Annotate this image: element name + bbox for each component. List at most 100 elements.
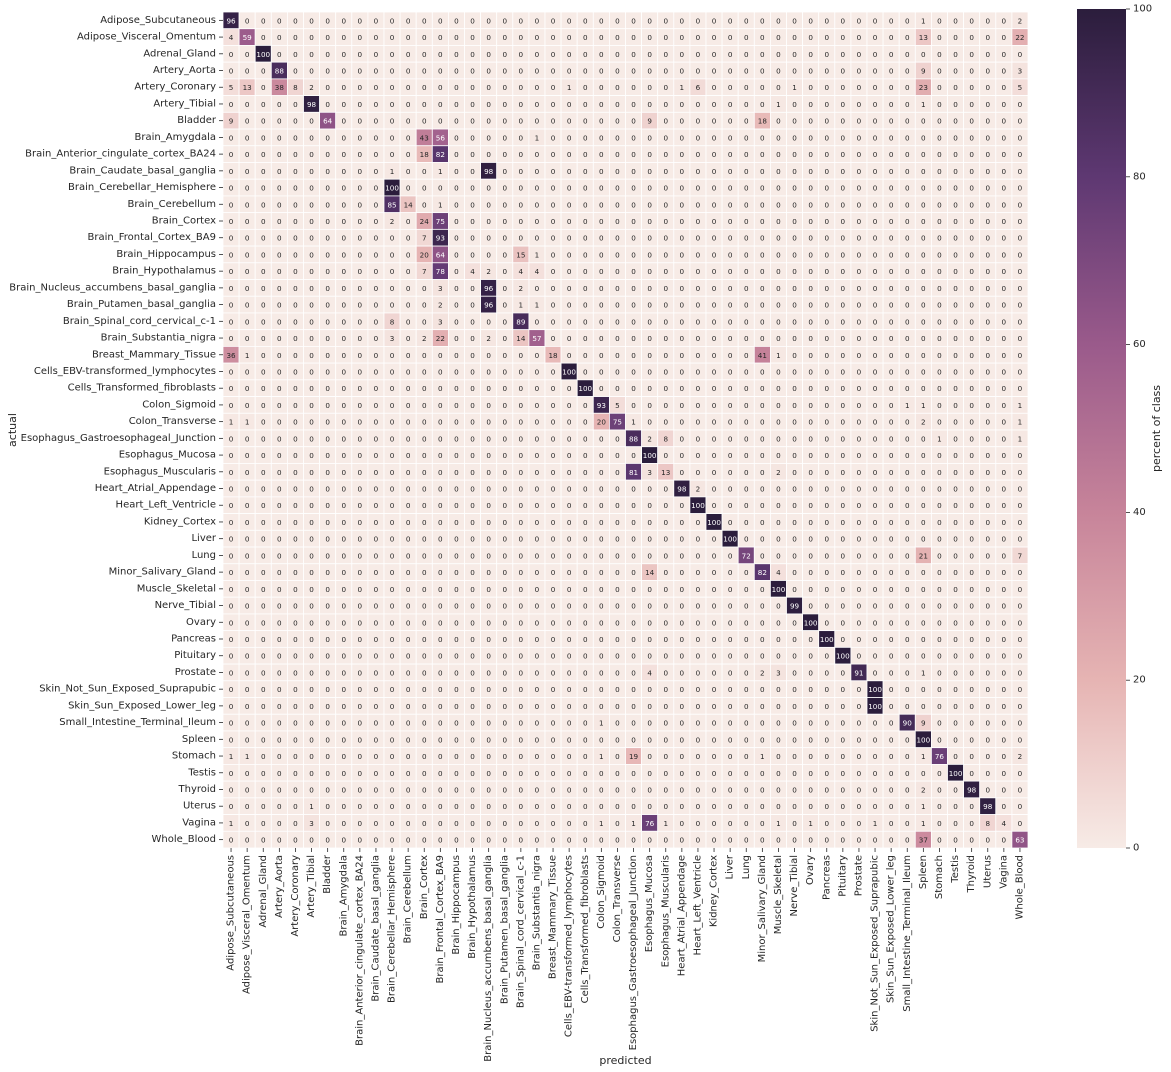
cell-value-label: 0 [390, 652, 395, 661]
cell-value-label: 0 [438, 16, 443, 25]
cell-value-label: 0 [824, 133, 829, 142]
cell-value-label: 0 [728, 50, 733, 59]
cell-value-label: 23 [919, 83, 928, 92]
cell-value-label: 1 [663, 819, 668, 828]
cell-value-label: 0 [728, 267, 733, 276]
cell-value-label: 0 [245, 150, 250, 159]
cell-value-label: 0 [921, 501, 926, 510]
cell-value-label: 0 [969, 568, 974, 577]
cell-value-label: 0 [422, 518, 427, 527]
cell-value-label: 0 [808, 100, 813, 109]
cell-value-label: 0 [374, 752, 379, 761]
cell-value-label: 0 [841, 451, 846, 460]
cell-value-label: 0 [1002, 501, 1007, 510]
cell-value-label: 0 [712, 685, 717, 694]
cell-value-label: 0 [567, 234, 572, 243]
cell-value-label: 0 [889, 635, 894, 644]
cell-value-label: 0 [824, 802, 829, 811]
cell-value-label: 0 [261, 685, 266, 694]
cell-value-label: 0 [519, 117, 524, 126]
cell-value-label: 0 [953, 184, 958, 193]
cell-value-label: 98 [484, 167, 494, 176]
cell-value-label: 0 [921, 602, 926, 611]
cell-value-label: 0 [857, 752, 862, 761]
cell-value-label: 0 [696, 752, 701, 761]
cell-value-label: 0 [776, 702, 781, 711]
cell-value-label: 0 [857, 836, 862, 845]
cell-value-label: 0 [245, 618, 250, 627]
cell-value-label: 0 [358, 100, 363, 109]
cell-value-label: 0 [873, 167, 878, 176]
cell-value-label: 0 [696, 351, 701, 360]
cell-value-label: 0 [921, 384, 926, 393]
cell-value-label: 0 [776, 485, 781, 494]
cell-value-label: 0 [599, 468, 604, 477]
cell-value-label: 0 [422, 501, 427, 510]
cell-value-label: 0 [969, 652, 974, 661]
cell-value-label: 0 [889, 735, 894, 744]
cell-value-label: 0 [567, 719, 572, 728]
cell-value-label: 0 [309, 284, 314, 293]
cell-value-label: 0 [969, 184, 974, 193]
cell-value-label: 0 [470, 250, 475, 259]
cell-value-label: 0 [985, 284, 990, 293]
cell-value-label: 0 [245, 334, 250, 343]
cell-value-label: 0 [309, 267, 314, 276]
cell-value-label: 0 [953, 284, 958, 293]
cell-value-label: 0 [889, 200, 894, 209]
cell-value-label: 0 [937, 250, 942, 259]
cell-value-label: 0 [341, 250, 346, 259]
cell-value-label: 0 [470, 284, 475, 293]
cell-value-label: 0 [873, 485, 878, 494]
cell-value-label: 0 [873, 217, 878, 226]
cell-value-label: 0 [229, 150, 234, 159]
cell-value-label: 0 [551, 217, 556, 226]
cell-value-label: 0 [953, 367, 958, 376]
cell-value-label: 0 [776, 535, 781, 544]
cell-value-label: 0 [647, 217, 652, 226]
cell-value-label: 0 [937, 16, 942, 25]
cell-value-label: 0 [519, 33, 524, 42]
cell-value-label: 0 [454, 702, 459, 711]
cell-value-label: 0 [535, 317, 540, 326]
cell-value-label: 0 [309, 668, 314, 677]
cell-value-label: 0 [760, 652, 765, 661]
cell-value-label: 0 [760, 217, 765, 226]
cell-value-label: 0 [374, 836, 379, 845]
cell-value-label: 0 [422, 802, 427, 811]
cell-value-label: 0 [631, 284, 636, 293]
cell-value-label: 0 [744, 401, 749, 410]
cell-value-label: 0 [1002, 167, 1007, 176]
cell-value-label: 0 [680, 802, 685, 811]
cell-value-label: 0 [1018, 485, 1023, 494]
cell-value-label: 0 [615, 735, 620, 744]
cell-value-label: 0 [615, 167, 620, 176]
cell-value-label: 1 [921, 819, 926, 828]
cell-value-label: 0 [792, 317, 797, 326]
cell-value-label: 0 [824, 585, 829, 594]
cell-value-label: 0 [470, 150, 475, 159]
cell-value-label: 0 [776, 652, 781, 661]
cell-value-label: 0 [390, 518, 395, 527]
cell-value-label: 0 [293, 602, 298, 611]
cell-value-label: 0 [937, 200, 942, 209]
cell-value-label: 0 [599, 668, 604, 677]
cell-value-label: 0 [502, 217, 507, 226]
cell-value-label: 0 [551, 635, 556, 644]
cell-value-label: 0 [857, 33, 862, 42]
cell-value-label: 0 [728, 33, 733, 42]
cell-value-label: 0 [406, 752, 411, 761]
cell-value-label: 0 [1002, 568, 1007, 577]
cell-value-label: 0 [889, 367, 894, 376]
cell-value-label: 0 [341, 83, 346, 92]
cell-value-label: 0 [599, 301, 604, 310]
cell-value-label: 0 [1018, 150, 1023, 159]
cell-value-label: 0 [808, 518, 813, 527]
cell-value-label: 0 [808, 33, 813, 42]
cell-value-label: 0 [824, 200, 829, 209]
cell-value-label: 0 [470, 418, 475, 427]
cell-value-label: 0 [519, 16, 524, 25]
cell-value-label: 0 [969, 267, 974, 276]
cell-value-label: 0 [277, 167, 282, 176]
cell-value-label: 0 [808, 702, 813, 711]
